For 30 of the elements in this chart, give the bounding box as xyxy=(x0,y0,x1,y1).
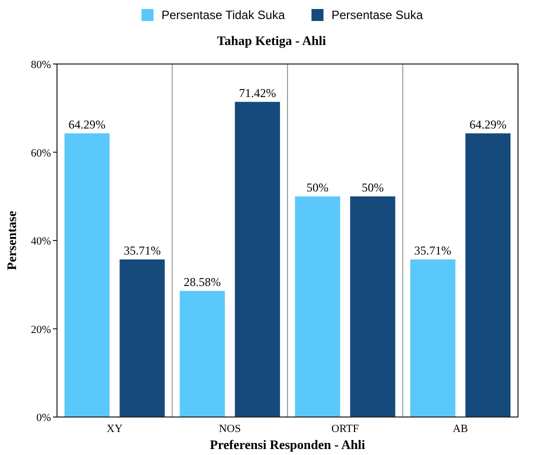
data-label: 28.58% xyxy=(184,274,221,289)
bar xyxy=(180,290,225,417)
y-tick-label: 0% xyxy=(36,412,51,424)
bar xyxy=(64,133,110,417)
y-tick-label: 60% xyxy=(30,147,51,160)
x-tick-label: NOS xyxy=(218,423,241,435)
data-label: 64.29% xyxy=(68,117,106,132)
bar xyxy=(465,133,511,417)
data-label: 64.29% xyxy=(469,117,506,132)
bar xyxy=(294,196,340,417)
legend-label: Persentase Suka xyxy=(332,8,424,22)
data-label: 35.71% xyxy=(124,243,161,258)
chart-title: Tahap Ketiga - Ahli xyxy=(217,33,326,48)
data-label: 35.71% xyxy=(414,243,452,258)
data-label: 50% xyxy=(306,180,329,194)
y-tick-label: 80% xyxy=(30,59,51,71)
bar xyxy=(410,259,456,417)
x-tick-label: AB xyxy=(452,423,468,435)
x-axis-title: Preferensi Responden - Ahli xyxy=(210,437,366,452)
x-tick-label: XY xyxy=(106,423,123,435)
y-tick-label: 20% xyxy=(30,324,51,336)
bar xyxy=(234,102,280,417)
y-axis-title: Persentase xyxy=(4,210,19,270)
x-tick-label: ORTF xyxy=(331,423,359,435)
bar xyxy=(350,196,396,417)
data-label: 50% xyxy=(362,180,384,194)
bar xyxy=(120,259,165,417)
data-label: 71.42% xyxy=(238,86,276,100)
y-tick-label: 40% xyxy=(30,236,51,248)
legend-label: Persentase Tidak Suka xyxy=(162,8,286,22)
